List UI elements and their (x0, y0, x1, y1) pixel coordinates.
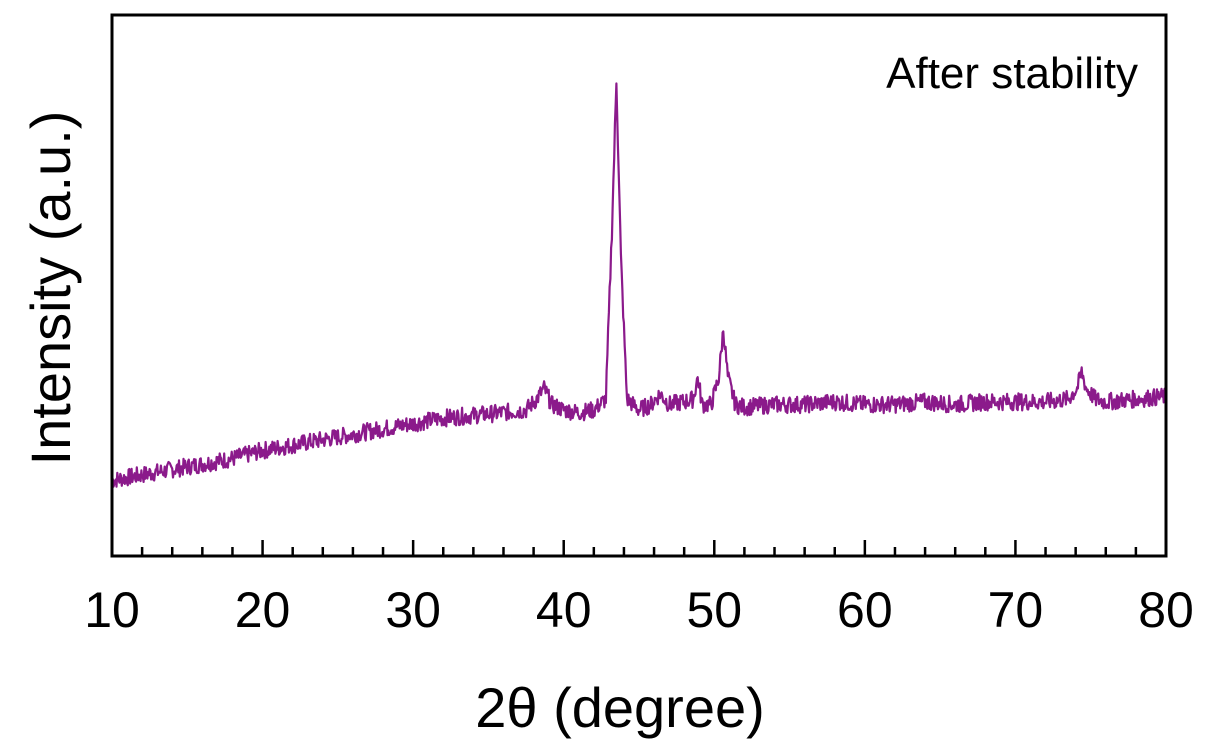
x-tick-label: 60 (837, 582, 893, 638)
series-line (111, 82, 1168, 488)
y-axis-label: Intensity (a.u.) (19, 111, 82, 466)
plot-frame (110, 13, 1168, 558)
x-tick-label: 10 (84, 582, 140, 638)
x-tick-label: 50 (686, 582, 742, 638)
x-axis-label: 2θ (degree) (475, 676, 765, 739)
x-tick-label: 30 (385, 582, 441, 638)
x-tick-label: 80 (1138, 582, 1194, 638)
x-tick-labels: 10 20 30 40 50 60 70 80 (84, 582, 1194, 638)
annotation-text: After stability (886, 49, 1138, 98)
x-tick-label: 40 (536, 582, 592, 638)
x-tick-label: 20 (235, 582, 291, 638)
x-ticks (110, 540, 1168, 556)
x-tick-label: 70 (988, 582, 1044, 638)
